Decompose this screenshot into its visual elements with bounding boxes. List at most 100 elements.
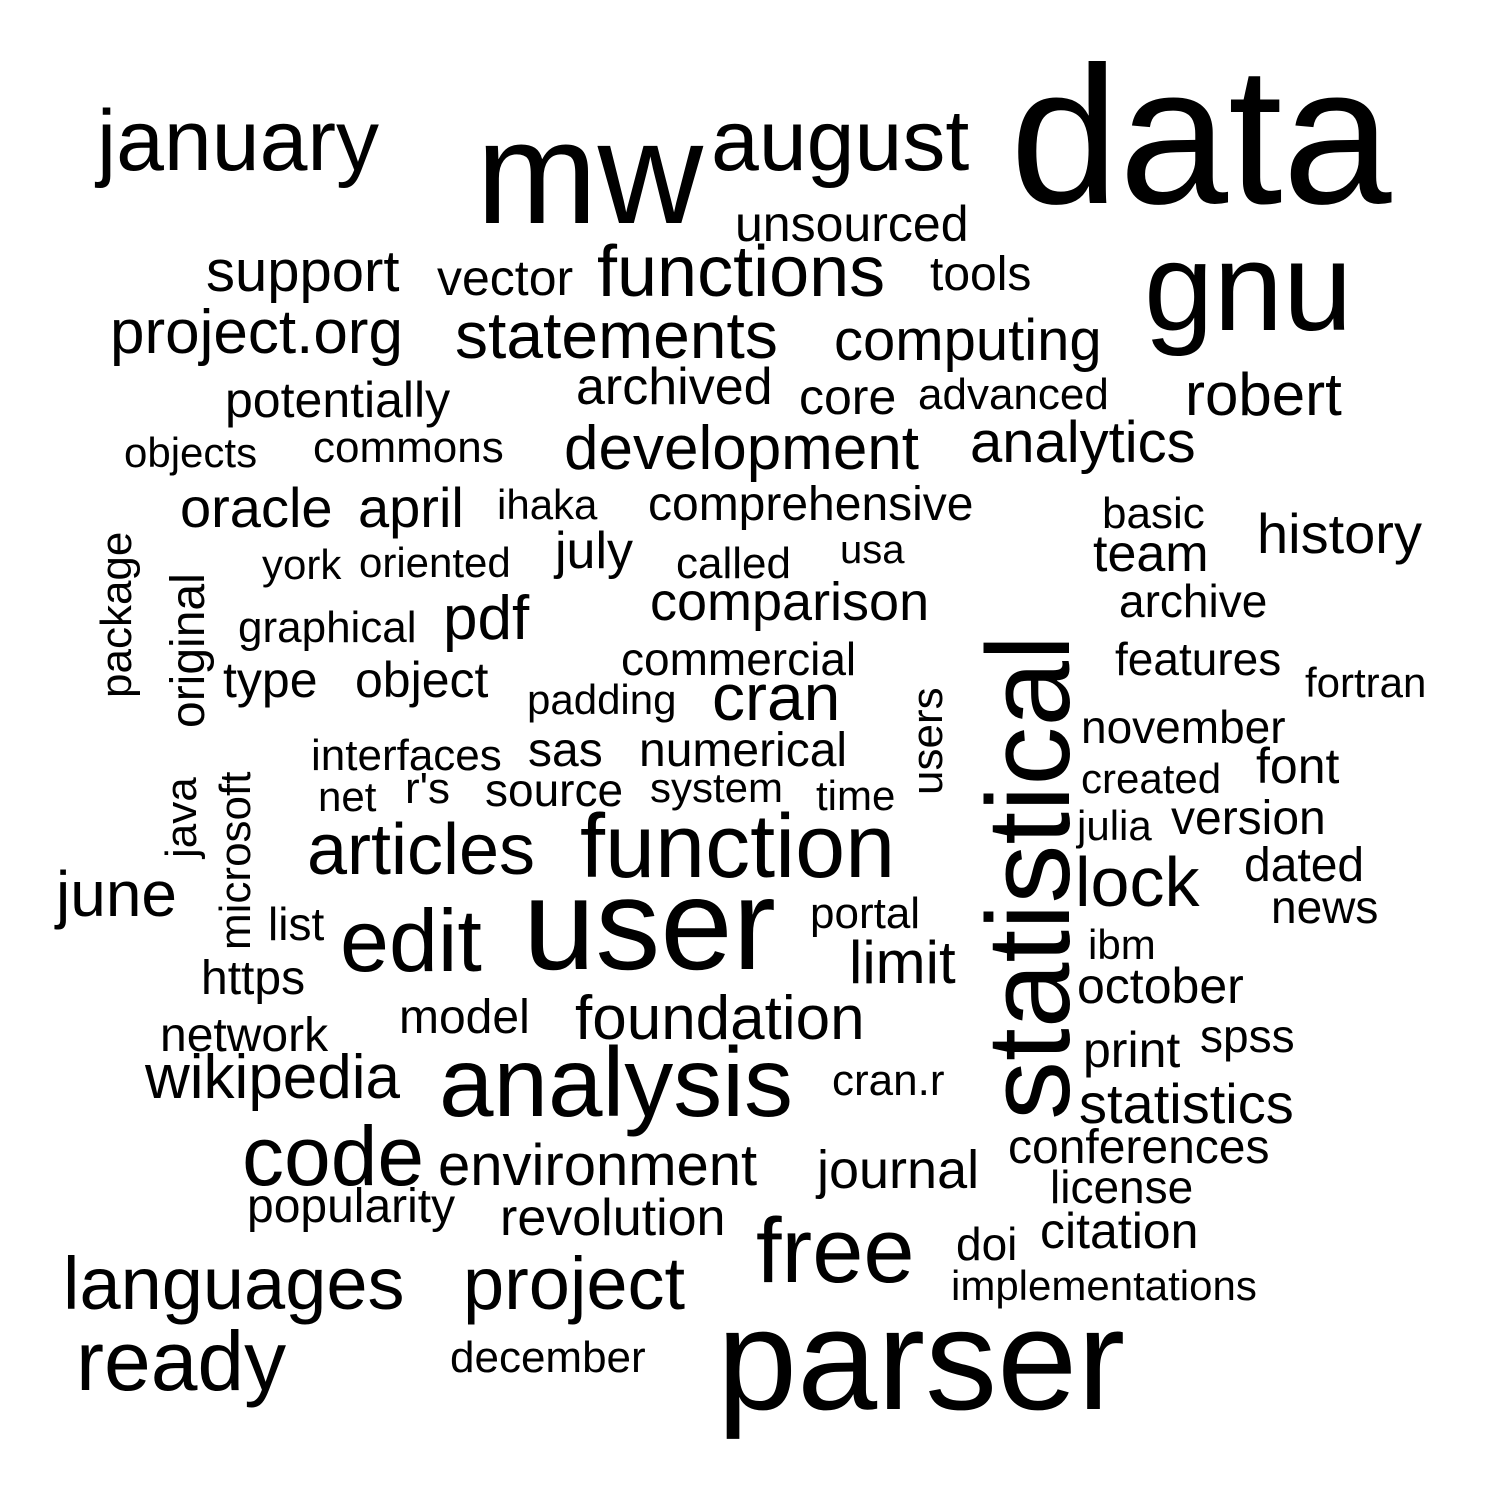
word-julia: julia <box>1077 802 1152 849</box>
word-core: core <box>799 369 897 425</box>
word-development: development <box>564 414 920 483</box>
word-model: model <box>399 991 530 1044</box>
word-project-org: project.org <box>110 298 403 367</box>
word-languages: languages <box>63 1242 405 1325</box>
word-https: https <box>201 952 306 1005</box>
word-october: october <box>1077 958 1244 1014</box>
word-statistics: statistics <box>1079 1072 1294 1135</box>
word-vector: vector <box>437 250 574 306</box>
word-gnu: gnu <box>1144 218 1353 357</box>
word-padding: padding <box>527 676 677 723</box>
word-commercial: commercial <box>621 633 857 685</box>
word-numerical: numerical <box>639 724 848 777</box>
word-type: type <box>223 652 318 708</box>
word-version: version <box>1171 792 1326 845</box>
word-sas: sas <box>528 724 603 777</box>
word-conferences: conferences <box>1008 1121 1270 1174</box>
word-january: january <box>97 93 380 189</box>
word-analysis: analysis <box>439 1027 794 1137</box>
word-ibm: ibm <box>1088 921 1156 968</box>
word-ready: ready <box>76 1314 287 1408</box>
word-net: net <box>318 773 377 820</box>
word-features: features <box>1115 633 1282 685</box>
word-fortran: fortran <box>1305 659 1427 706</box>
word-font: font <box>1256 738 1340 794</box>
word-java: java <box>157 777 206 858</box>
word-history: history <box>1257 502 1422 565</box>
word-dated: dated <box>1244 839 1365 892</box>
word-interfaces: interfaces <box>311 731 502 780</box>
word-advanced: advanced <box>918 370 1109 419</box>
word-original: original <box>162 573 215 728</box>
word-object: object <box>355 652 489 708</box>
word-pdf: pdf <box>443 584 530 653</box>
word-journal: journal <box>817 1140 980 1200</box>
word-mw: mw <box>476 91 704 254</box>
word-license: license <box>1050 1161 1194 1213</box>
word-analytics: analytics <box>970 410 1196 475</box>
word-statistical: statistical <box>963 634 1095 1120</box>
word-environment: environment <box>438 1133 758 1198</box>
word-users: users <box>903 687 952 795</box>
word-spss: spss <box>1200 1010 1295 1062</box>
word-popularity: popularity <box>247 1180 456 1233</box>
word-data: data <box>1010 26 1392 245</box>
word-commons: commons <box>313 423 504 472</box>
word-project: project <box>463 1242 686 1325</box>
word-april: april <box>358 476 464 539</box>
word-limit: limit <box>849 929 956 996</box>
word-news: news <box>1271 881 1379 933</box>
word-team: team <box>1093 525 1209 583</box>
word-parser: parser <box>717 1279 1126 1440</box>
word-robert: robert <box>1185 361 1342 428</box>
word-system: system <box>650 764 784 811</box>
word-microsoft: microsoft <box>211 771 260 950</box>
word-articles: articles <box>307 810 536 890</box>
word-functions: functions <box>597 232 886 312</box>
word-unsourced: unsourced <box>735 196 969 252</box>
word-archive: archive <box>1119 575 1268 627</box>
word-time: time <box>816 772 896 819</box>
word-oracle: oracle <box>180 476 333 539</box>
word-citation: citation <box>1040 1203 1199 1259</box>
word-december: december <box>450 1333 646 1382</box>
word-implementations: implementations <box>951 1262 1257 1309</box>
word-package: package <box>92 531 141 698</box>
word-user: user <box>523 851 776 997</box>
word-ihaka: ihaka <box>497 481 598 528</box>
word-july: july <box>555 522 634 580</box>
word-tools: tools <box>930 248 1032 301</box>
word-revolution: revolution <box>500 1189 726 1247</box>
word-network: network <box>160 1009 329 1062</box>
word-rs: r's <box>405 764 451 813</box>
word-created: created <box>1081 755 1222 802</box>
word-doi: doi <box>956 1218 1018 1270</box>
word-foundation: foundation <box>575 984 865 1053</box>
word-print: print <box>1083 1022 1181 1078</box>
word-computing: computing <box>834 308 1102 373</box>
word-comprehensive: comprehensive <box>648 478 974 531</box>
word-support: support <box>206 239 400 304</box>
word-lock: lock <box>1075 843 1200 921</box>
word-source: source <box>485 764 624 816</box>
word-august: august <box>711 93 970 189</box>
word-called: called <box>676 539 791 588</box>
word-november: november <box>1081 701 1286 753</box>
word-free: free <box>756 1200 915 1302</box>
word-potentially: potentially <box>225 372 451 428</box>
word-usa: usa <box>840 528 905 572</box>
word-oriented: oriented <box>359 539 511 586</box>
word-cran-r: cran.r <box>832 1056 945 1105</box>
word-portal: portal <box>810 889 921 938</box>
word-objects: objects <box>124 429 258 476</box>
word-comparison: comparison <box>650 572 930 632</box>
word-archived: archived <box>576 358 773 416</box>
word-wikipedia: wikipedia <box>145 1043 401 1112</box>
word-cran: cran <box>712 660 841 734</box>
word-graphical: graphical <box>238 603 417 652</box>
word-june: june <box>56 858 177 930</box>
word-statements: statements <box>455 298 778 372</box>
word-edit: edit <box>340 891 482 990</box>
word-list: list <box>268 898 325 950</box>
